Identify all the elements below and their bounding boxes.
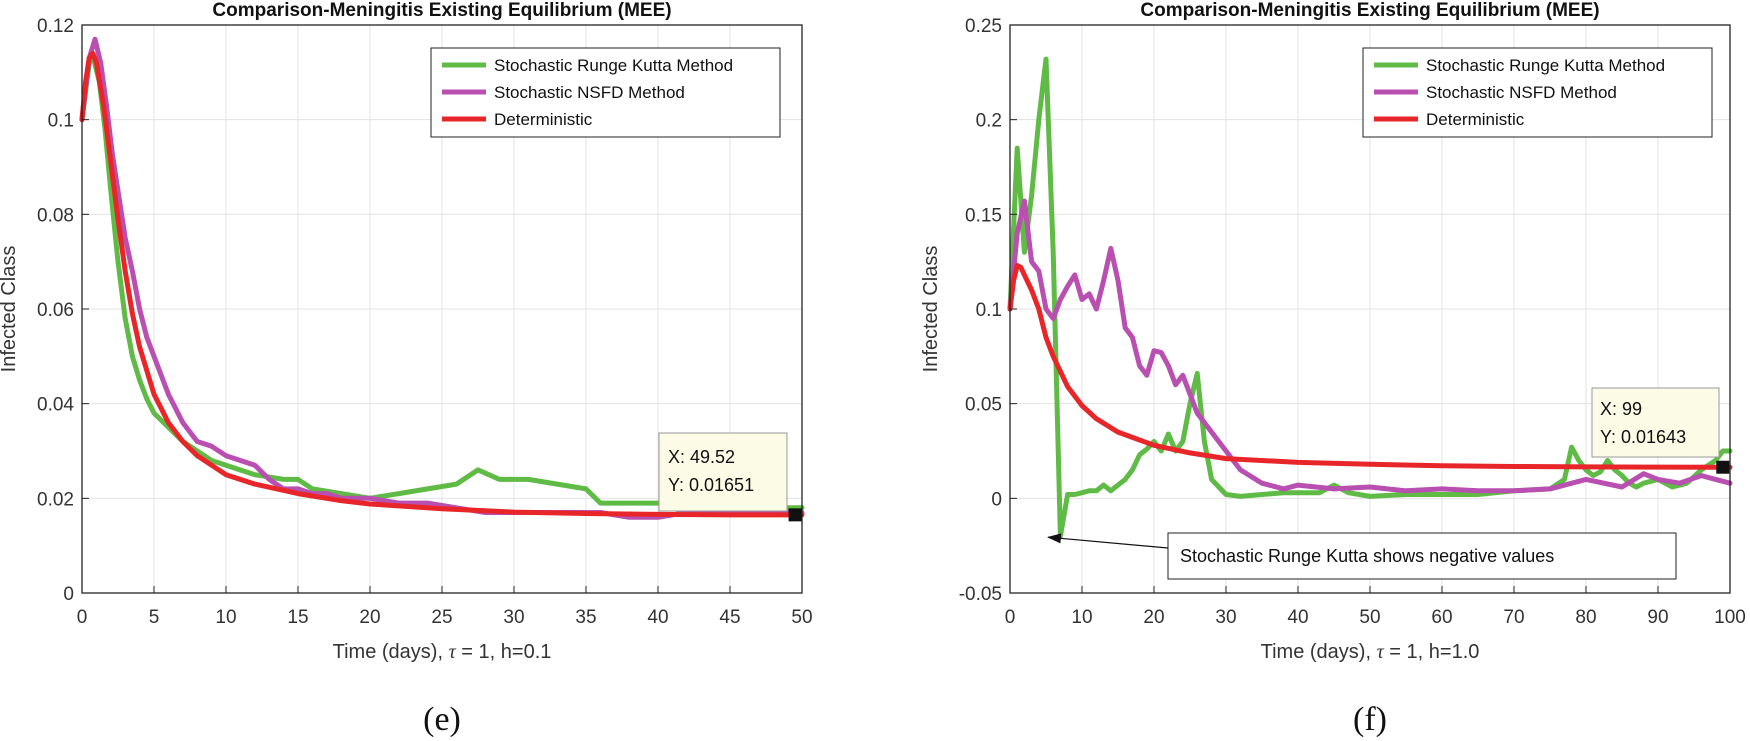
legend-label-nsfd-f: Stochastic NSFD Method	[1426, 83, 1617, 102]
legend-label-rk-e: Stochastic Runge Kutta Method	[494, 56, 733, 75]
y-tick-label: 0.1	[976, 300, 1002, 321]
x-tick-label: 45	[719, 607, 740, 628]
y-axis-label-e: Infected Class	[0, 246, 20, 373]
series-line-stochastic-nsfd-method	[1007, 198, 1733, 494]
y-ticks-e: 0 0.02 0.04 0.06 0.08 0.1 0.12	[37, 16, 89, 605]
panel-label-e: (e)	[423, 701, 461, 738]
datatip-marker-e[interactable]	[788, 508, 802, 522]
annotation-box-f	[1167, 532, 1677, 580]
chart-e: 0 5 10 15 20 25 30 35 40 45 50 0 0.02 0.04 0.06 0.08 0.…	[0, 0, 813, 738]
y-axis-label-f: Infected Class	[920, 246, 942, 373]
y-tick-label: 0	[991, 489, 1002, 510]
datatip-x-f: X: 99	[1600, 399, 1642, 419]
chart-title-e: Comparison-Meningitis Existing Equilibri…	[212, 0, 671, 21]
x-tick-label: 0	[77, 607, 88, 628]
annotation-arrow-f	[1047, 533, 1169, 549]
datatip-box-f	[1591, 387, 1720, 458]
x-tick-label: 15	[287, 607, 308, 628]
x-tick-label: 5	[149, 607, 160, 628]
y-tick-label: 0	[63, 584, 74, 605]
y-tick-label: 0.05	[965, 395, 1002, 416]
legend-label-rk-f: Stochastic Runge Kutta Method	[1426, 56, 1665, 75]
x-ticks-f: 0 10 20 30 40 50 60 70 80 90 100	[1005, 586, 1746, 628]
datatip-box-e	[658, 432, 788, 512]
x-tick-label: 30	[1215, 607, 1236, 628]
legend-box-e	[430, 47, 781, 138]
x-tick-label: 25	[431, 607, 452, 628]
y-tick-label: 0.15	[965, 205, 1002, 226]
x-axis-label-f: Time (days), τ = 1, h=1.0	[1261, 641, 1480, 663]
x-tick-label: 50	[1359, 607, 1380, 628]
y-tick-label: 0.25	[965, 16, 1002, 37]
x-ticks-e: 0 5 10 15 20 25 30 35 40 45 50	[77, 586, 813, 628]
legend-label-det-f: Deterministic	[1426, 110, 1525, 129]
x-tick-label: 35	[575, 607, 596, 628]
series-line-stochastic-runge-kutta-method	[1007, 56, 1733, 539]
legend-e: Stochastic Runge Kutta Method Stochastic…	[430, 47, 781, 138]
x-tick-label: 40	[1287, 607, 1308, 628]
annotation-f: Stochastic Runge Kutta shows negative va…	[1047, 532, 1677, 580]
annotation-text-f: Stochastic Runge Kutta shows negative va…	[1180, 546, 1554, 566]
y-tick-label: -0.05	[959, 584, 1002, 605]
panel-label-f: (f)	[1353, 701, 1387, 738]
y-tick-label: 0.2	[976, 111, 1002, 132]
x-tick-label: 20	[359, 607, 380, 628]
y-tick-label: 0.06	[37, 300, 74, 321]
y-tick-label: 0.12	[37, 16, 74, 37]
x-axis-label-e: Time (days), τ = 1, h=0.1	[333, 641, 552, 663]
series-line-deterministic	[79, 50, 805, 518]
x-tick-label: 90	[1647, 607, 1668, 628]
x-tick-label: 80	[1575, 607, 1596, 628]
datatip-x-e: X: 49.52	[668, 447, 735, 467]
x-tick-label: 60	[1431, 607, 1452, 628]
series-line-deterministic	[1007, 263, 1733, 470]
x-tick-label: 20	[1143, 607, 1164, 628]
x-tick-label: 50	[791, 607, 812, 628]
x-tick-label: 10	[1071, 607, 1092, 628]
x-tick-label: 10	[215, 607, 236, 628]
datatip-y-e: Y: 0.01651	[668, 475, 754, 495]
legend-label-det-e: Deterministic	[494, 110, 593, 129]
y-tick-label: 0.1	[48, 111, 74, 132]
y-ticks-f: -0.05 0 0.05 0.1 0.15 0.2 0.25	[959, 16, 1017, 605]
chart-title-f: Comparison-Meningitis Existing Equilibri…	[1140, 0, 1599, 21]
x-tick-label: 70	[1503, 607, 1524, 628]
legend-label-nsfd-e: Stochastic NSFD Method	[494, 83, 685, 102]
series-lines-e	[79, 36, 805, 520]
x-tick-label: 100	[1714, 607, 1746, 628]
datatip-y-f: Y: 0.01643	[1600, 427, 1686, 447]
chart-f: 0 10 20 30 40 50 60 70 80 90 100 -0.0500.050.10.15…	[920, 0, 1746, 738]
datatip-f[interactable]: X: 99 Y: 0.01643	[1591, 387, 1730, 474]
legend-box-f	[1362, 47, 1713, 138]
x-tick-label: 30	[503, 607, 524, 628]
datatip-e[interactable]: X: 49.52 Y: 0.01651	[658, 432, 802, 522]
series-line-stochastic-runge-kutta-method	[79, 55, 805, 511]
x-tick-label: 0	[1005, 607, 1016, 628]
y-tick-label: 0.04	[37, 395, 74, 416]
x-tick-label: 40	[647, 607, 668, 628]
y-tick-label: 0.08	[37, 205, 74, 226]
legend-f: Stochastic Runge Kutta Method Stochastic…	[1362, 47, 1713, 138]
datatip-marker-f[interactable]	[1716, 460, 1730, 474]
y-tick-label: 0.02	[37, 489, 74, 510]
series-lines-f	[1007, 56, 1733, 539]
